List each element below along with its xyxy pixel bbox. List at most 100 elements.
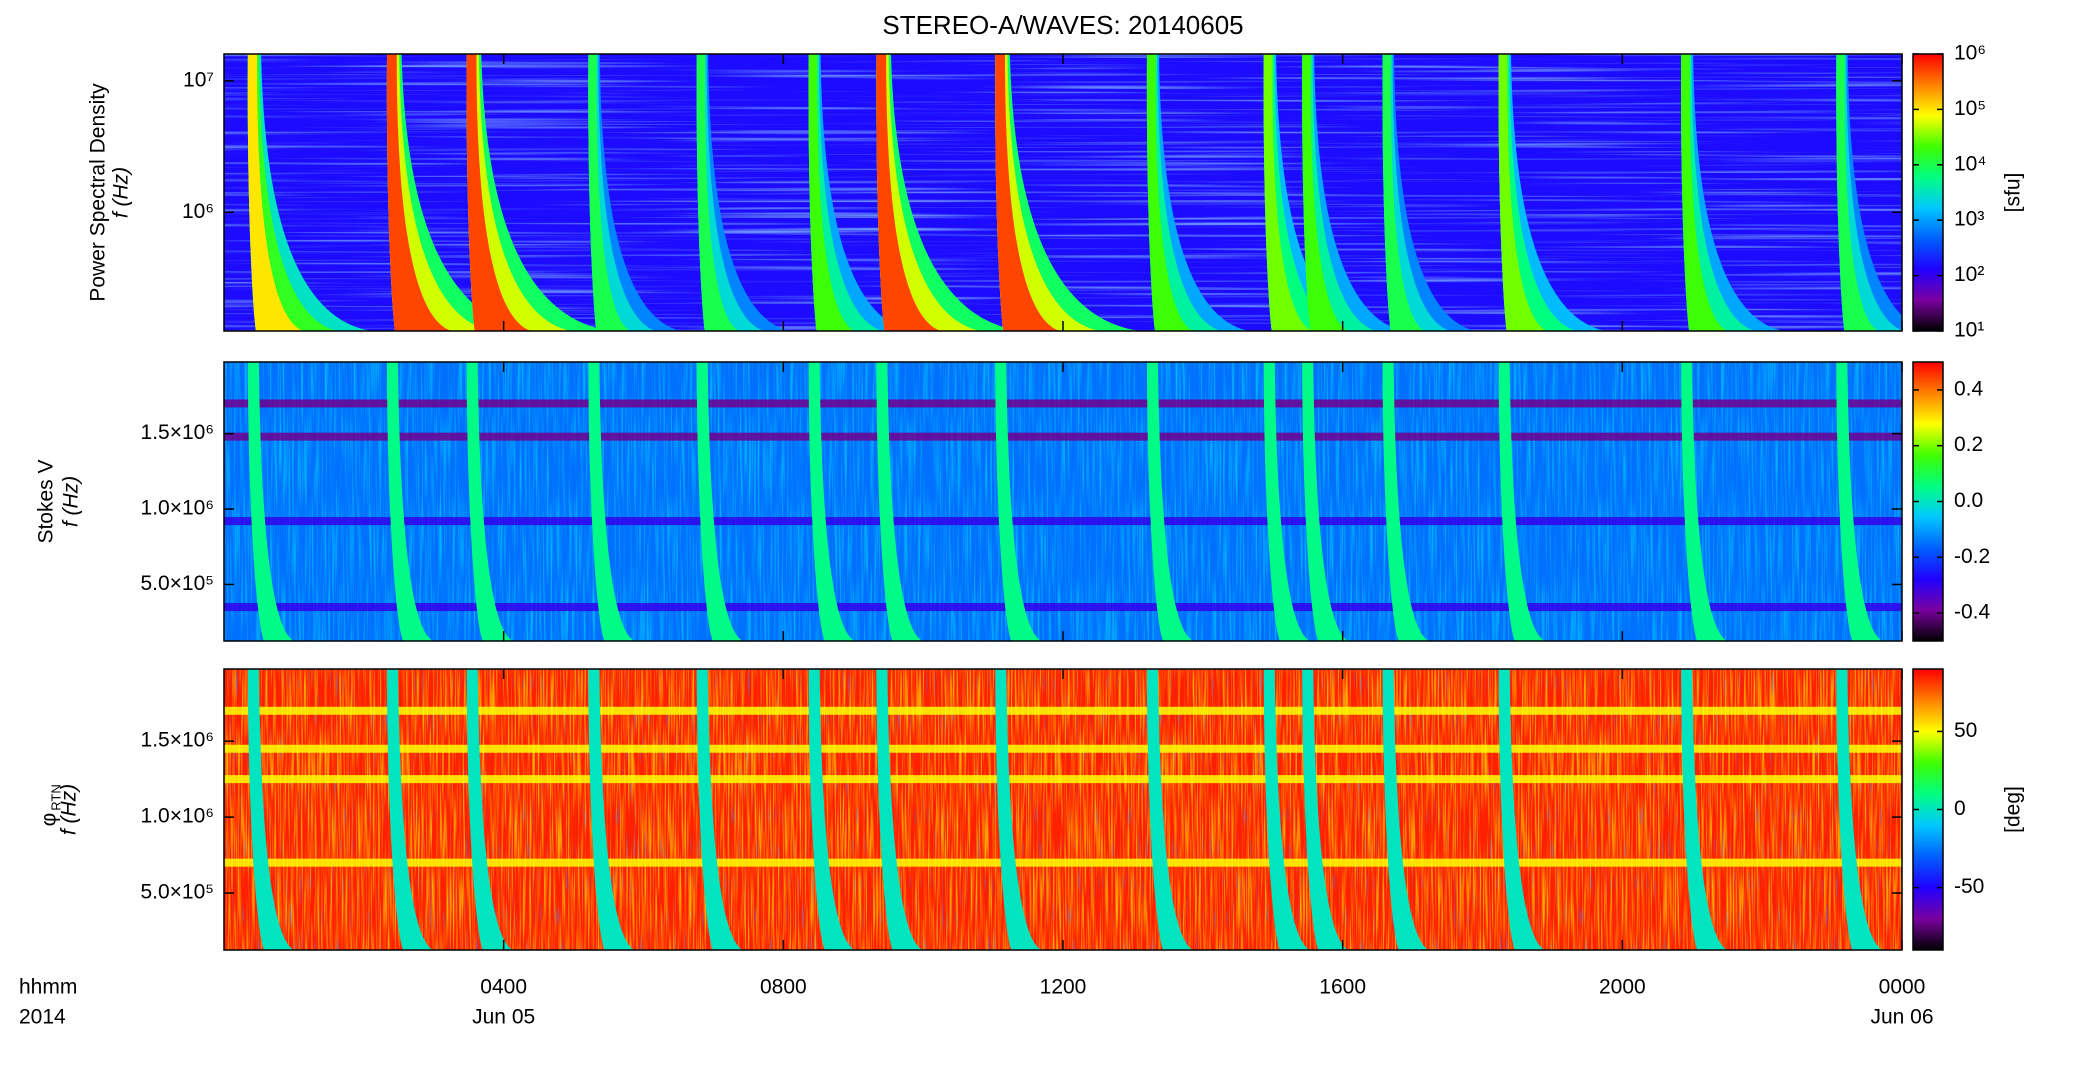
y-tick-label: 5.0×10⁵ [140,881,214,904]
burst-streak [696,669,743,950]
burst-streak [696,362,743,641]
burst-streak [1302,362,1349,641]
colorbar-tick-label: 0.4 [1954,377,1984,400]
burst-streak [387,362,434,641]
plot-area [224,54,1902,331]
colorbar-tick-label: 0 [1954,797,1966,820]
colorbar-tick-label: 10⁵ [1954,97,1986,120]
burst-streak [1146,669,1193,950]
burst-streak [1263,362,1310,641]
burst-halo [1498,54,1577,331]
band [224,744,1902,753]
burst-streak [1681,362,1728,641]
burst-streak [995,362,1042,641]
colorbar-label: [deg] [2002,786,2025,833]
burst-halo [995,54,1100,331]
colorbar-tick-label: 0.2 [1954,433,1983,456]
burst-streak [466,669,513,950]
burst [995,54,1060,331]
band [224,858,1902,867]
texture [224,669,1902,950]
burst-streak [1836,362,1883,641]
colorbar-label: [sfu] [2002,173,2025,213]
burst-streak [588,669,635,950]
burst-streak [1263,669,1310,950]
y-tick-label: 5.0×10⁵ [140,572,214,595]
band [224,775,1902,784]
burst-streak [1681,669,1728,950]
band [224,706,1902,715]
burst [808,54,855,331]
burst [1146,54,1193,331]
band [224,517,1902,526]
burst-halo [386,54,492,331]
x-tick-label: 2000 [1599,976,1646,999]
burst [588,54,631,331]
x-tick-label: 0000 [1879,976,1926,999]
texture [224,362,1902,641]
colorbar-tick-label: 10³ [1954,208,1984,231]
plot-area [224,362,1902,641]
x-date-label: Jun 05 [472,1006,535,1029]
y-tick-label: 10⁶ [182,200,214,223]
band [224,603,1902,612]
burst-streak [1498,669,1545,950]
burst-streak [387,669,434,950]
burst-streak [1836,669,1883,950]
colorbar-tick-label: 10¹ [1954,319,1984,342]
colorbar-tick-label: 0.0 [1954,489,1983,512]
y-tick-label: 1.5×10⁶ [141,421,214,444]
colorbar-tick-label: 10² [1954,263,1984,286]
colorbar-tick-label: -0.2 [1954,545,1990,568]
burst-streak [247,362,294,641]
burst [1498,54,1547,331]
burst [1836,54,1879,331]
burst-halo [247,54,338,331]
burst-streak [1382,362,1429,641]
colorbar-tick-label: 50 [1954,719,1977,742]
burst-streak [466,362,513,641]
y-axis-label: Power Spectral Density [87,83,110,302]
x-axis-label: hhmm [19,976,77,999]
band [224,399,1902,408]
burst-streak [1498,362,1545,641]
chart-title: STEREO-A/WAVES: 20140605 [882,10,1243,40]
y-axis-label: Stokes V [35,459,58,543]
x-tick-label: 1600 [1319,976,1366,999]
burst [1302,54,1349,331]
x-axis-label: 2014 [19,1006,66,1029]
burst-halo [466,54,572,331]
burst [696,54,739,331]
y-tick-label: 1.5×10⁶ [141,729,214,752]
burst-streak [808,669,855,950]
x-tick-label: 1200 [1040,976,1087,999]
colorbar [1912,53,1944,332]
band [224,432,1902,441]
y-axis-label: φ [38,813,61,827]
colorbar-tick-label: 10⁴ [1954,152,1986,175]
burst-streak [995,669,1042,950]
y-axis-label: f (Hz) [58,784,81,835]
burst-streak [1302,669,1349,950]
burst-streak [808,362,855,641]
colorbar-tick-label: -0.4 [1954,601,1991,624]
burst [247,54,304,331]
burst [1681,54,1728,331]
y-tick-label: 1.0×10⁶ [141,497,214,520]
burst [1263,54,1313,331]
y-axis-label: f (Hz) [110,167,133,218]
y-tick-label: 1.0×10⁶ [141,805,214,828]
x-tick-label: 0800 [760,976,807,999]
burst-streak [876,362,923,641]
burst [1382,54,1425,331]
burst-halo [876,54,982,331]
x-tick-label: 0400 [480,976,527,999]
y-tick-label: 10⁷ [183,68,214,91]
burst [386,54,452,331]
burst-streak [247,669,294,950]
colorbar-tick-label: 10⁶ [1954,42,1986,65]
y-axis-label-sub: RTN [48,784,63,810]
burst [466,54,532,331]
